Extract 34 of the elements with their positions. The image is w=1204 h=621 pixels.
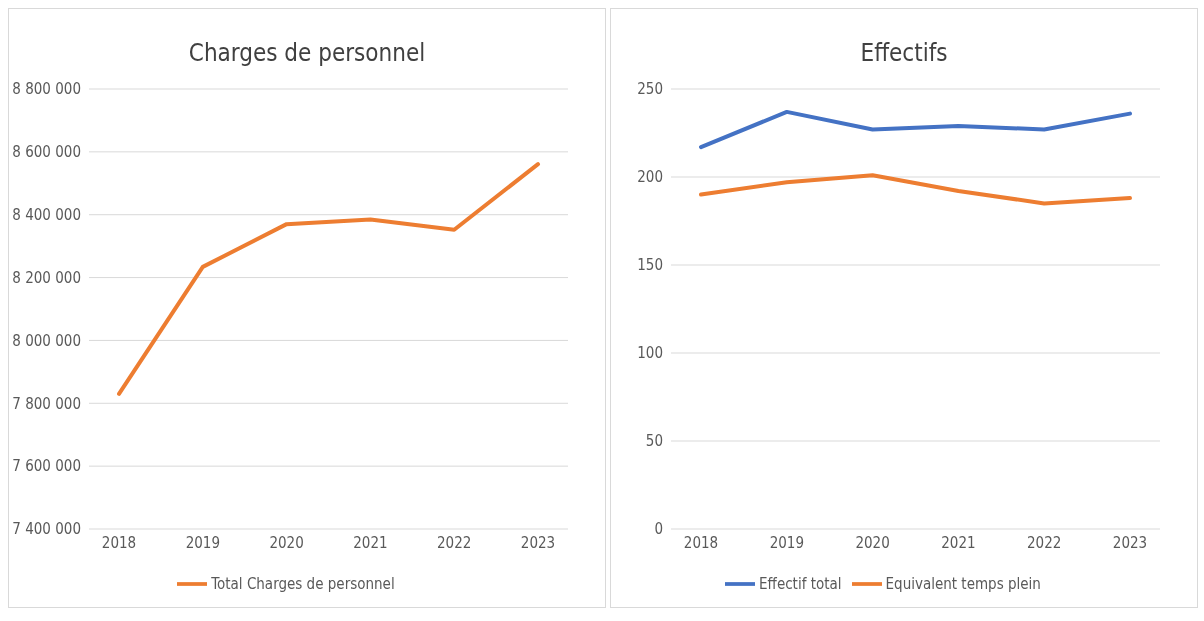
x-tick-label: 2021 [353, 533, 388, 552]
x-tick-label: 2018 [101, 533, 137, 552]
x-tick-label: 2023 [520, 533, 556, 552]
x-tick-label: 2022 [437, 533, 472, 552]
x-tick-label: 2019 [769, 533, 804, 552]
y-tick-label: 8 400 000 [12, 206, 81, 225]
x-tick-label: 2020 [269, 533, 304, 552]
chart-title: Effectifs [859, 39, 949, 69]
y-tick-label: 7 600 000 [12, 457, 81, 476]
y-tick-label: 150 [637, 256, 663, 275]
x-tick-label: 2018 [683, 533, 719, 552]
y-tick-label: 8 000 000 [12, 331, 81, 350]
line-series [699, 173, 1132, 206]
x-tick-label: 2023 [1112, 533, 1148, 552]
y-tick-label: 100 [637, 344, 663, 363]
line-series [699, 109, 1132, 150]
x-tick-label: 2020 [855, 533, 890, 552]
y-tick-label: 0 [654, 520, 663, 539]
y-tick-label: 250 [637, 80, 663, 99]
x-tick-label: 2021 [941, 533, 976, 552]
y-tick-label: 8 800 000 [12, 80, 81, 99]
legend-label: Total Charges de personnel [211, 574, 395, 593]
legend-label: Effectif total [759, 574, 842, 593]
y-tick-label: 8 600 000 [12, 143, 81, 162]
y-tick-label: 7 400 000 [12, 520, 81, 539]
legend-label: Equivalent temps plein [885, 574, 1041, 593]
y-tick-label: 8 200 000 [12, 268, 81, 287]
y-tick-label: 200 [637, 168, 663, 187]
x-tick-label: 2019 [185, 533, 220, 552]
y-tick-label: 7 800 000 [12, 394, 81, 413]
chart-title: Charges de personnel [187, 39, 427, 69]
line-series [117, 162, 540, 396]
y-tick-label: 50 [645, 432, 663, 451]
x-tick-label: 2022 [1027, 533, 1062, 552]
